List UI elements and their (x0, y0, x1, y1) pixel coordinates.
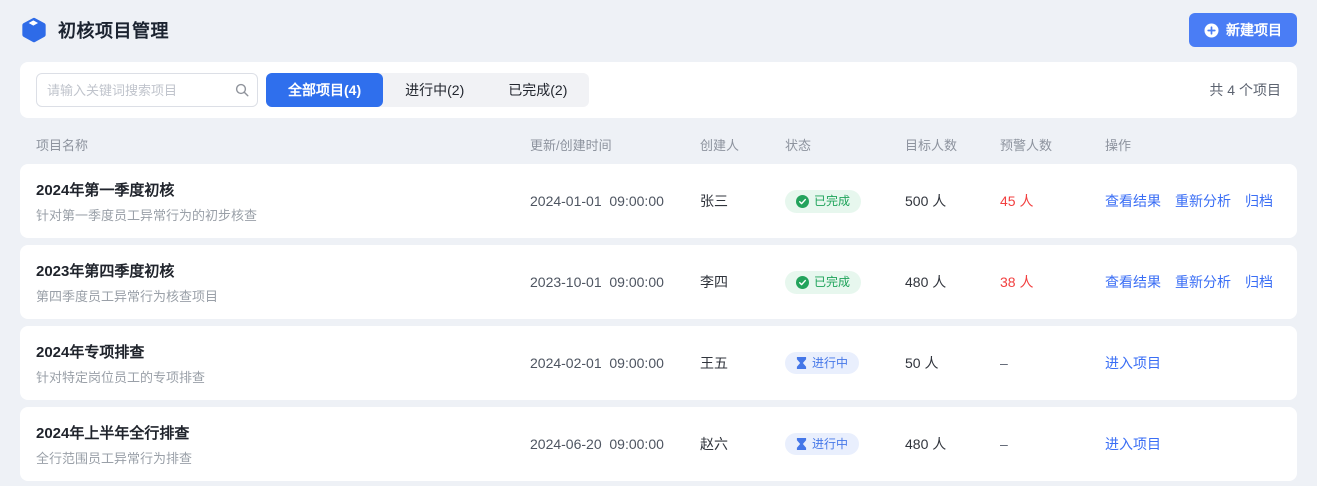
status-cell: 已完成 (785, 189, 905, 213)
tab-0[interactable]: 全部项目(4) (266, 73, 384, 107)
new-project-label: 新建项目 (1226, 22, 1282, 38)
project-name: 2023年第四季度初核 (36, 262, 175, 280)
status-cell: 已完成 (785, 270, 905, 294)
hourglass-icon (796, 438, 807, 450)
page-header: 初核项目管理 新建项目 (0, 0, 1317, 60)
project-description: 第四季度员工异常行为核查项目 (36, 288, 219, 304)
plus-circle-icon (1204, 23, 1219, 38)
project-description: 全行范围员工异常行为排查 (36, 450, 193, 466)
project-time: 2024-02-01 09:00:00 (530, 355, 664, 371)
target-count: 480 人 (905, 436, 947, 452)
new-project-button[interactable]: 新建项目 (1189, 13, 1297, 47)
status-label: 进行中 (812, 437, 849, 451)
header-left: 初核项目管理 (20, 16, 169, 44)
project-creator: 王五 (700, 355, 728, 371)
project-description: 针对第一季度员工异常行为的初步核查 (36, 207, 258, 223)
project-name-cell: 2023年第四季度初核第四季度员工异常行为核查项目 (36, 260, 530, 305)
project-description: 针对特定岗位员工的专项排查 (36, 369, 206, 385)
project-time: 2024-01-01 09:00:00 (530, 193, 664, 209)
column-header-5: 预警人数 (1000, 137, 1053, 153)
action-link-0[interactable]: 查看结果 (1105, 193, 1161, 209)
search-box (36, 73, 258, 107)
tab-2[interactable]: 已完成(2) (508, 82, 568, 98)
cube-icon (20, 16, 48, 44)
action-link-2[interactable]: 归档 (1245, 274, 1273, 290)
table-body: 2024年第一季度初核 针对第一季度员工异常行为的初步核查 2024-01-01 0… (0, 164, 1317, 481)
table-row: 2023年第四季度初核 第四季度员工异常行为核查项目 2023-10-01 09:0… (20, 245, 1297, 319)
project-creator: 赵六 (700, 436, 728, 452)
magnifier-icon[interactable] (235, 83, 249, 97)
tab-1[interactable]: 进行中(2) (405, 82, 465, 98)
actions-cell: 进入项目 (1105, 434, 1281, 454)
status-label: 进行中 (812, 356, 849, 370)
target-count: 500 人 (905, 193, 947, 209)
status-label: 已完成 (814, 275, 851, 289)
warning-count: 38 人 (1000, 274, 1034, 290)
total-count: 共 4 个项目 (1209, 82, 1281, 98)
search-input[interactable] (36, 73, 258, 107)
status-label: 已完成 (814, 194, 851, 208)
status-badge: 进行中 (785, 433, 860, 455)
action-link-1[interactable]: 重新分析 (1175, 193, 1231, 209)
warning-count: 45 人 (1000, 193, 1034, 209)
actions-cell: 查看结果 重新分析 归档 (1105, 272, 1281, 292)
toolbar: 全部项目(4) 进行中(2) 已完成(2) 共 4 个项目 (20, 62, 1297, 118)
actions-cell: 进入项目 (1105, 353, 1281, 373)
action-link-0[interactable]: 进入项目 (1105, 436, 1161, 452)
action-link-1[interactable]: 重新分析 (1175, 274, 1231, 290)
project-name-cell: 2024年第一季度初核针对第一季度员工异常行为的初步核查 (36, 179, 530, 224)
project-name-cell: 2024年专项排查针对特定岗位员工的专项排查 (36, 341, 530, 386)
target-count: 50 人 (905, 355, 939, 371)
project-name: 2024年上半年全行排查 (36, 424, 190, 442)
status-cell: 进行中 (785, 433, 905, 455)
column-header-2: 创建人 (700, 137, 740, 153)
page-title: 初核项目管理 (58, 21, 169, 41)
table-row: 2024年专项排查 针对特定岗位员工的专项排查 2024-02-01 09:00:0… (20, 326, 1297, 400)
warning-count: – (1000, 355, 1008, 371)
status-badge: 已完成 (785, 270, 862, 294)
project-creator: 张三 (700, 193, 728, 209)
project-name: 2024年第一季度初核 (36, 181, 175, 199)
project-creator: 李四 (700, 274, 728, 290)
column-header-1: 更新/创建时间 (530, 137, 612, 153)
check-circle-icon (796, 194, 809, 208)
table-header: 项目名称 更新/创建时间 创建人 状态 目标人数 预警人数 操作 (20, 124, 1297, 164)
column-header-3: 状态 (785, 137, 812, 153)
project-name-cell: 2024年上半年全行排查 全行范围员工异常行为排查 (36, 422, 530, 467)
table-row: 2024年上半年全行排查 全行范围员工异常行为排查 2024-06-20 09:00… (20, 407, 1297, 481)
action-link-2[interactable]: 归档 (1245, 193, 1273, 209)
column-header-4: 目标人数 (905, 137, 958, 153)
status-badge: 已完成 (785, 189, 862, 213)
warning-count: – (1000, 436, 1008, 452)
target-count: 480 人 (905, 274, 947, 290)
table-row: 2024年第一季度初核 针对第一季度员工异常行为的初步核查 2024-01-01 0… (20, 164, 1297, 238)
check-circle-icon (796, 275, 809, 289)
column-header-6: 操作 (1105, 137, 1132, 153)
action-link-0[interactable]: 查看结果 (1105, 274, 1161, 290)
project-name: 2024年专项排查 (36, 343, 145, 361)
status-badge: 进行中 (785, 352, 860, 374)
action-link-0[interactable]: 进入项目 (1105, 355, 1161, 371)
filter-tabs: 全部项目(4) 进行中(2) 已完成(2) (266, 73, 590, 107)
hourglass-icon (796, 357, 807, 369)
project-time: 2023-10-01 09:00:00 (530, 274, 664, 290)
project-time: 2024-06-20 09:00:00 (530, 436, 664, 452)
status-cell: 进行中 (785, 352, 905, 374)
actions-cell: 查看结果 重新分析 归档 (1105, 191, 1281, 211)
column-header-0: 项目名称 (36, 137, 89, 153)
